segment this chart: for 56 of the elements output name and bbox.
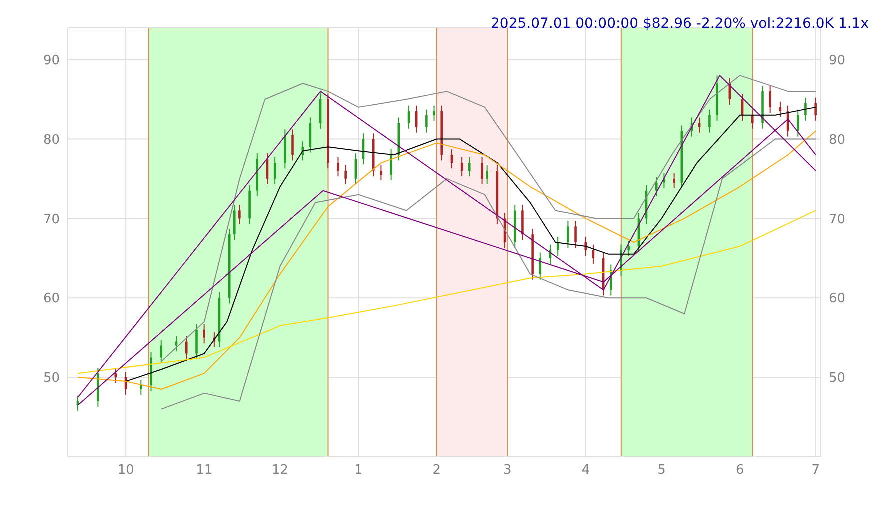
candlestick [426, 109, 428, 134]
candlestick [481, 156, 484, 186]
candlestick [114, 368, 118, 384]
candlestick [567, 220, 570, 249]
y2-tick-label: 70 [829, 212, 846, 228]
y-tick-label: 90 [43, 53, 60, 68]
candlestick [380, 164, 382, 182]
y-tick-label: 80 [43, 132, 60, 148]
x-tick-label: 4 [582, 463, 590, 478]
y-tick-label: 70 [43, 212, 60, 228]
candlestick [196, 324, 198, 360]
x-tick-label: 7 [812, 463, 820, 478]
candlestick [752, 109, 754, 130]
x-tick-label: 5 [658, 463, 666, 478]
x-tick-label: 3 [504, 463, 512, 478]
line-series [78, 210, 816, 374]
candlestick [486, 164, 488, 186]
y2-tick-label: 90 [829, 53, 846, 68]
candlestick [574, 220, 577, 249]
candlestick [673, 172, 676, 189]
candlestick [522, 204, 524, 241]
candlestick [769, 85, 772, 114]
line-series [160, 138, 816, 410]
y-tick-label: 50 [43, 371, 60, 386]
candlestick [292, 129, 294, 162]
y2-tick-label: 60 [829, 292, 846, 307]
candlestick [302, 141, 304, 162]
line-series [160, 75, 816, 362]
candlestick [390, 149, 392, 182]
x-tick-label: 6 [736, 463, 744, 478]
x-tick-label: 2 [432, 463, 442, 478]
candlestick [160, 340, 163, 364]
candlestick [804, 97, 807, 122]
candlestick [814, 97, 817, 122]
y2-tick-label: 80 [829, 132, 846, 148]
x-tick-label: 1 [354, 463, 363, 478]
candlestick [584, 236, 588, 257]
candlestick [238, 204, 241, 225]
candlestick [468, 156, 471, 178]
candlestick [234, 204, 236, 241]
y-tick-label: 60 [43, 292, 60, 307]
x-tick-label: 10 [118, 463, 134, 478]
x-tick-label: 11 [196, 463, 213, 478]
candlestick [708, 109, 711, 134]
candlestick [203, 324, 206, 344]
candlestick [628, 240, 630, 257]
y2-tick-label: 50 [829, 371, 846, 386]
candlestick [796, 109, 800, 138]
candlestick [140, 379, 142, 396]
candlestick [433, 105, 436, 122]
candlestick [186, 336, 188, 360]
candlestick [337, 156, 340, 178]
candlestick [655, 176, 658, 197]
candlestick [344, 164, 347, 186]
chart-title: 2025.07.01 00:00:00 $82.96 -2.20% vol:2216.0K 1.1x [491, 16, 869, 32]
x-tick-label: 12 [272, 463, 289, 478]
